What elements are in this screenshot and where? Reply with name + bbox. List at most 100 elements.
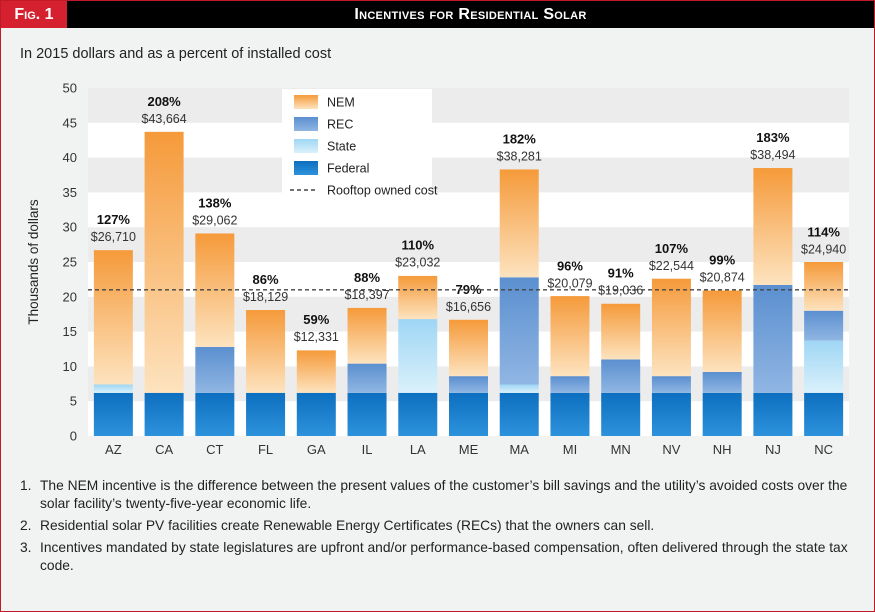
total-label: $38,281 [497, 150, 542, 164]
bar-segment-nem [144, 131, 184, 393]
bar-segment-rec [702, 371, 742, 393]
bar-segment-federal [449, 392, 488, 436]
bar-segment-rec [601, 359, 641, 393]
percent-label: 183% [756, 130, 790, 145]
x-tick-label: AZ [105, 442, 122, 457]
bar-segment-federal [347, 392, 387, 436]
legend-swatch [294, 117, 318, 131]
percent-label: 107% [655, 241, 689, 256]
bar-segment-nem [93, 250, 133, 385]
x-tick-label: MN [611, 442, 631, 457]
bar-segment-federal [651, 392, 691, 436]
bar-segment-rec [449, 376, 488, 393]
legend-swatch [294, 161, 318, 175]
bar-segment-rec [195, 346, 235, 393]
total-label: $20,079 [547, 276, 592, 290]
bar-segment-federal [246, 392, 286, 436]
footnote-text: Residential solar PV facilities create R… [40, 518, 655, 533]
percent-label: 127% [97, 212, 131, 227]
bar-segment-rec [499, 277, 539, 385]
legend-label: State [327, 140, 356, 154]
bar-segment-nem [651, 278, 691, 377]
grid-band [88, 88, 849, 123]
bar-segment-federal [398, 392, 438, 436]
footnote-number: 2. [20, 518, 32, 533]
y-tick-label: 10 [63, 359, 77, 374]
bar-segment-state [398, 319, 438, 393]
y-tick-label: 15 [63, 324, 77, 339]
grid-band [88, 157, 849, 193]
x-tick-label: CA [155, 442, 173, 457]
bar-segment-federal [499, 392, 539, 436]
bar-segment-federal [702, 392, 742, 436]
x-tick-label: MI [563, 442, 577, 457]
footnote-text: Incentives mandated by state legislature… [40, 540, 848, 573]
bar-segment-nem [398, 275, 438, 320]
footnote-number: 1. [20, 478, 32, 493]
bar-segment-federal [804, 392, 844, 436]
bar-segment-federal [195, 392, 235, 436]
x-tick-label: NJ [765, 442, 781, 457]
legend-label: Federal [327, 162, 369, 176]
bar-segment-federal [93, 392, 133, 436]
x-tick-label: LA [410, 442, 426, 457]
percent-label: 182% [503, 132, 537, 147]
y-tick-label: 20 [63, 289, 77, 304]
bar-segment-nem [550, 296, 590, 377]
x-tick-label: MA [509, 442, 529, 457]
legend-label: REC [327, 118, 353, 132]
bar-segment-nem [601, 303, 641, 360]
percent-label: 110% [401, 238, 434, 253]
footnote-number: 3. [20, 540, 32, 555]
total-label: $16,656 [446, 300, 491, 314]
total-label: $18,397 [344, 288, 389, 302]
y-tick-label: 25 [63, 255, 77, 270]
total-label: $20,874 [700, 271, 745, 285]
percent-label: 99% [709, 253, 735, 268]
total-label: $29,062 [192, 214, 237, 228]
bar-segment-nem [753, 168, 793, 285]
total-label: $24,940 [801, 242, 846, 256]
x-tick-label: NH [713, 442, 732, 457]
y-tick-label: 0 [70, 429, 77, 444]
legend-label: Rooftop owned cost [327, 184, 438, 198]
footnote: 2. Residential solar PV facilities create… [20, 517, 855, 535]
bar-segment-state [499, 384, 539, 393]
x-tick-label: CT [206, 442, 223, 457]
bar-segment-federal [753, 392, 793, 436]
bar-segment-rec [804, 310, 844, 341]
legend-swatch [294, 139, 318, 153]
legend-label: NEM [327, 96, 355, 110]
legend-swatch [294, 95, 318, 109]
bar-segment-nem [804, 262, 844, 311]
bar-segment-federal [144, 392, 184, 436]
bar-segment-state [93, 384, 133, 393]
chart-subtitle: In 2015 dollars and as a percent of inst… [20, 46, 332, 62]
bar-segment-nem [347, 307, 387, 364]
bar-segment-federal [601, 392, 641, 436]
footnote: 3. Incentives mandated by state legislatu… [20, 539, 855, 575]
stacked-bar-chart: 0 5 10 15 20 25 30 35 40 45 50 Thousands of dollars… [26, 81, 849, 457]
y-axis-title: Thousands of dollars [26, 199, 41, 325]
y-tick-label: 5 [70, 394, 77, 409]
y-tick-label: 45 [63, 115, 77, 130]
x-tick-label: FL [258, 442, 273, 457]
x-tick-label: NC [814, 442, 833, 457]
y-tick-label: 30 [63, 220, 77, 235]
percent-label: 114% [807, 224, 840, 239]
footnote: 1. The NEM incentive is the difference be… [20, 477, 855, 513]
y-tick-label: 50 [63, 81, 77, 96]
bar-segment-nem [296, 350, 336, 393]
y-tick-label: 35 [63, 185, 77, 200]
total-label: $26,710 [91, 230, 136, 244]
total-label: $18,129 [243, 290, 288, 304]
x-tick-label: NV [662, 442, 680, 457]
bar-segment-nem [499, 169, 539, 278]
percent-label: 86% [253, 272, 279, 287]
percent-label: 138% [198, 196, 232, 211]
bar-segment-nem [449, 319, 488, 377]
bar-segment-state [804, 340, 844, 393]
figure-header: Fig. 1 Incentives for Residential Solar [1, 1, 874, 28]
figure-title: Incentives for Residential Solar [354, 6, 587, 23]
